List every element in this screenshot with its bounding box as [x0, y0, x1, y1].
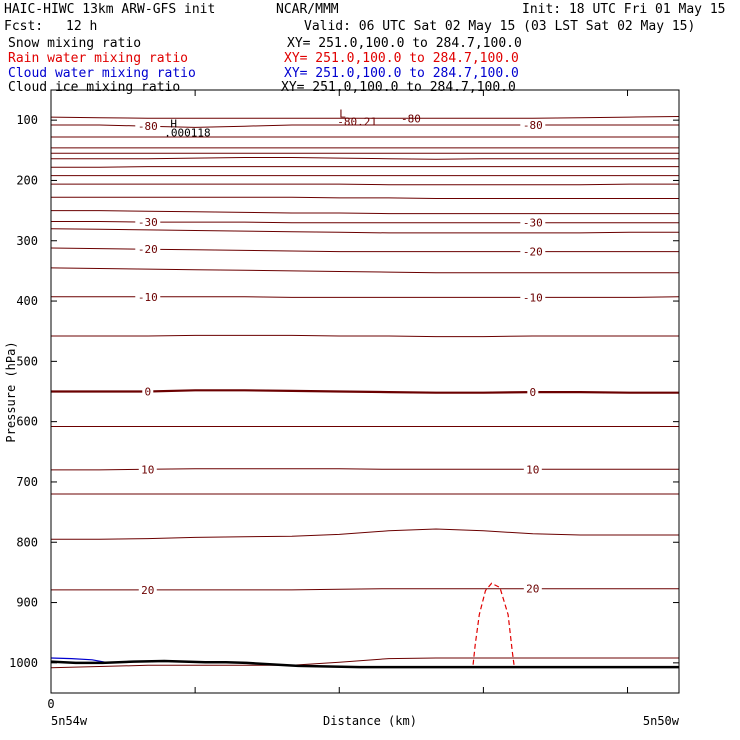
y-tick-label: 800 [16, 535, 38, 549]
cloud-water-contour [50, 657, 109, 664]
extrema-annotations: H.000118 L-80.21 -80 [164, 108, 421, 140]
isotherm-label: -30 [138, 216, 158, 229]
isotherm-line-5 [51, 157, 679, 160]
x-origin-label: 0 [47, 697, 54, 711]
isotherm-line-16 [51, 334, 679, 338]
terrain-surface [50, 659, 679, 669]
isotherm-label: -80 [523, 119, 543, 132]
isotherm-label-bg [135, 290, 161, 303]
isotherm-label: 0 [529, 386, 536, 399]
forecast-hour: 12 h [66, 19, 98, 34]
field-cloud-ice-xy: XY= 251.0,100.0 to 284.7,100.0 [281, 80, 516, 95]
field-cloud-ice-name: Cloud ice mixing ratio [8, 80, 181, 95]
y-tick-label: 1000 [9, 656, 38, 670]
extremum-label: -80.21 [337, 116, 377, 129]
isotherm-line-17 [51, 389, 679, 394]
extremum-label: L [339, 108, 346, 121]
field-cloud-water-name: Cloud water mixing ratio [8, 66, 196, 81]
valid-time: Valid: 06 UTC Sat 02 May 15 (03 LST Sat … [304, 19, 696, 34]
center-title: NCAR/MMM [276, 2, 339, 17]
isotherm-line-23 [50, 657, 679, 669]
isotherm-line-12 [50, 228, 679, 234]
x-start-label: 5n54w [51, 714, 88, 728]
isotherm-line-9 [51, 196, 679, 199]
extremum-label: .000118 [164, 126, 210, 139]
isotherm-label-bg [523, 582, 542, 595]
isotherm-label: 20 [141, 584, 154, 597]
isotherm-label: -30 [523, 217, 543, 230]
y-axis-title: Pressure (hPa) [4, 341, 18, 442]
model-title: HAIC-HIWC 13km ARW-GFS init [4, 2, 216, 17]
isotherm-label-bg [135, 120, 161, 133]
isotherm-label-bg [523, 463, 542, 476]
isotherm-label: -80 [138, 120, 158, 133]
field-snow-xy: XY= 251.0,100.0 to 284.7,100.0 [287, 36, 522, 51]
field-rain-name: Rain water mixing ratio [8, 51, 189, 66]
y-tick-label: 500 [16, 354, 38, 368]
isotherm-label: 0 [144, 386, 151, 399]
y-tick-label: 600 [16, 415, 38, 429]
isotherm-line-10 [51, 210, 679, 215]
y-tick-label: 700 [16, 475, 38, 489]
isotherm-label-bg [527, 386, 539, 399]
isotherm-label-bg [135, 216, 161, 229]
y-tick-label: 900 [16, 596, 38, 610]
isotherm-label: -20 [138, 243, 158, 256]
y-tick-label: 200 [16, 173, 38, 187]
isotherm-line-1 [50, 116, 680, 119]
isotherm-label-bg [520, 291, 546, 304]
isotherm-label: -20 [523, 246, 543, 259]
isotherm-label-bg [520, 216, 546, 229]
isotherm-line-8 [51, 183, 679, 186]
x-axis-title: Distance (km) [323, 714, 417, 728]
isotherm-line-6 [51, 166, 679, 168]
init-time: Init: 18 UTC Fri 01 May 15 [522, 2, 726, 17]
isotherm-label-bg [520, 118, 546, 131]
isotherm-label: -10 [523, 291, 543, 304]
isotherm-label: 10 [141, 463, 154, 476]
forecast-label: Fcst: [4, 19, 44, 34]
terrain-line [50, 659, 679, 669]
isotherm-label: -10 [138, 291, 158, 304]
y-tick-label: 300 [16, 234, 38, 248]
distance-axis [50, 90, 629, 693]
y-tick-label: 400 [16, 294, 38, 308]
field-cloud-water-xy: XY= 251.0,100.0 to 284.7,100.0 [284, 66, 519, 81]
isotherm-label: 20 [526, 583, 539, 596]
moisture-contours [50, 582, 515, 668]
isotherm-label-bg [142, 385, 154, 398]
field-rain-xy: XY= 251.0,100.0 to 284.7,100.0 [284, 51, 519, 66]
isotherm-label-bg [138, 583, 157, 596]
isotherm-line-21 [51, 528, 679, 540]
x-end-label: 5n50w [643, 714, 680, 728]
rain-water-contour [472, 582, 515, 668]
isotherm-contours: -80 -80 -30 -30 -20 -20 -10 -10 0 0 10 10 20 20 [50, 116, 680, 669]
isotherm-label-bg [520, 245, 546, 258]
isotherm-label-bg [135, 243, 161, 256]
isotherm-label: 10 [526, 463, 539, 476]
extremum-label: H [170, 117, 177, 130]
extremum-label: -80 [401, 113, 421, 126]
isotherm-label-bg [138, 463, 157, 476]
plot-frame [50, 89, 680, 694]
field-snow-name: Snow mixing ratio [8, 36, 142, 51]
y-tick-label: 100 [16, 113, 38, 127]
isotherm-line-14 [50, 267, 679, 274]
